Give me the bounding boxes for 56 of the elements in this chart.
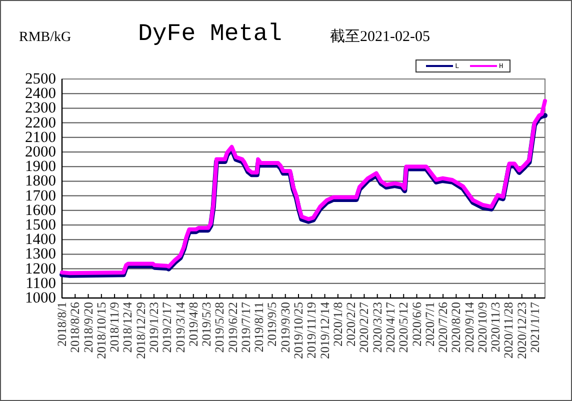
- y-tick-label: 2300: [25, 100, 56, 117]
- x-tick-label: 2020/11/3: [488, 302, 503, 352]
- y-tick-label: 2500: [25, 70, 56, 88]
- x-tick-label: 2019/12/14: [318, 301, 332, 359]
- x-tick-label: 2019/8/11: [252, 302, 266, 352]
- y-tick-label: 2200: [25, 114, 56, 132]
- x-tick-label: 2020/3/23: [370, 302, 384, 353]
- x-tick-label: 2019/4/8: [186, 302, 200, 346]
- x-tick-label: 2020/2/2: [344, 302, 358, 346]
- x-tick-label: 2019/9/5: [265, 302, 280, 346]
- x-tick-label: 2019/5/28: [212, 302, 227, 353]
- x-tick-label: 2020/7/1: [422, 302, 437, 346]
- x-tick-label: 2019/1/23: [146, 302, 161, 353]
- x-tick-label: 2019/6/22: [226, 302, 240, 353]
- y-tick-label: 1000: [25, 290, 56, 306]
- x-tick-label: 2020/11/28: [502, 302, 516, 358]
- x-tick-label: 2019/9/30: [278, 302, 292, 353]
- y-tick-label: 2400: [25, 85, 56, 102]
- x-tick-label: 2020/5/12: [396, 302, 411, 353]
- y-axis-title: RMB/kG: [19, 30, 72, 45]
- x-tick-label: 2020/10/9: [475, 302, 490, 353]
- y-tick-label: 1400: [25, 231, 56, 248]
- x-tick-label: 2019/11/19: [304, 302, 319, 358]
- y-tick-label: 1500: [25, 216, 56, 234]
- x-tick-label: 2018/12/4: [120, 301, 135, 353]
- x-tick-label: 2019/5/3: [200, 302, 214, 346]
- x-tick-label: 2020/4/17: [383, 302, 398, 353]
- y-tick-label: 1100: [26, 274, 56, 292]
- y-tick-label: 1200: [25, 260, 56, 278]
- y-tick-label: 1300: [25, 246, 56, 263]
- x-tick-label: 2020/2/27: [357, 302, 372, 353]
- y-tick-label: 1900: [25, 158, 56, 176]
- x-tick-label: 2020/7/26: [436, 302, 450, 353]
- x-tick-label: 2018/12/29: [134, 302, 148, 359]
- x-tick-label: 2020/6/6: [410, 302, 424, 346]
- x-tick-label: 2020/8/20: [449, 302, 464, 353]
- x-tick-label: 2018/9/20: [81, 302, 96, 353]
- x-tick-label: 2019/3/14: [173, 301, 188, 353]
- x-tick-label: 2019/10/25: [292, 302, 306, 359]
- x-tick-label: 2018/8/26: [68, 302, 82, 353]
- y-tick-label: 1800: [25, 172, 56, 190]
- x-tick-label: 2020/12/23: [514, 302, 529, 359]
- y-tick-label: 1700: [25, 187, 56, 204]
- chart-subtitle: 截至2021-02-05: [330, 28, 430, 45]
- x-tick-label: 2018/11/9: [108, 302, 122, 352]
- y-tick-label: 2000: [25, 144, 56, 160]
- x-tick-label: 2020/1/8: [330, 302, 345, 346]
- chart-title: DyFe Metal: [138, 21, 282, 48]
- x-tick-label: 2020/9/14: [462, 301, 476, 353]
- x-tick-label: 2019/2/17: [160, 302, 174, 353]
- y-tick-label: 2100: [25, 128, 56, 146]
- x-tick-label: 2018/8/1: [55, 302, 69, 346]
- x-tick-label: 2018/10/15: [94, 302, 108, 359]
- x-tick-label: 2021/1/17: [528, 302, 542, 353]
- y-tick-label: 1600: [25, 202, 56, 219]
- x-tick-label: 2019/7/17: [238, 302, 253, 353]
